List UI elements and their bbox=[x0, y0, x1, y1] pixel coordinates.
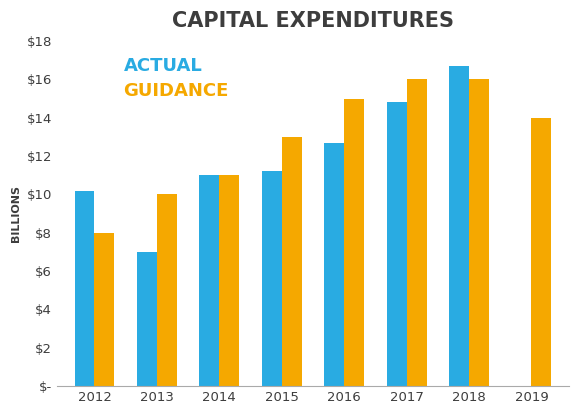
Bar bbox=[344, 98, 364, 386]
Y-axis label: BILLIONS: BILLIONS bbox=[11, 185, 21, 242]
Bar bbox=[200, 175, 219, 386]
Text: GUIDANCE: GUIDANCE bbox=[124, 83, 229, 100]
Bar bbox=[407, 79, 426, 386]
Bar bbox=[157, 194, 177, 386]
Bar bbox=[531, 118, 552, 386]
Bar bbox=[449, 66, 469, 386]
Bar bbox=[137, 252, 157, 386]
Bar bbox=[219, 175, 240, 386]
Bar bbox=[74, 190, 95, 386]
Text: ACTUAL: ACTUAL bbox=[124, 56, 202, 75]
Bar bbox=[282, 137, 302, 386]
Bar bbox=[324, 143, 344, 386]
Bar bbox=[387, 103, 407, 386]
Bar bbox=[469, 79, 489, 386]
Bar bbox=[95, 233, 114, 386]
Title: CAPITAL EXPENDITURES: CAPITAL EXPENDITURES bbox=[172, 11, 454, 31]
Bar bbox=[262, 171, 282, 386]
